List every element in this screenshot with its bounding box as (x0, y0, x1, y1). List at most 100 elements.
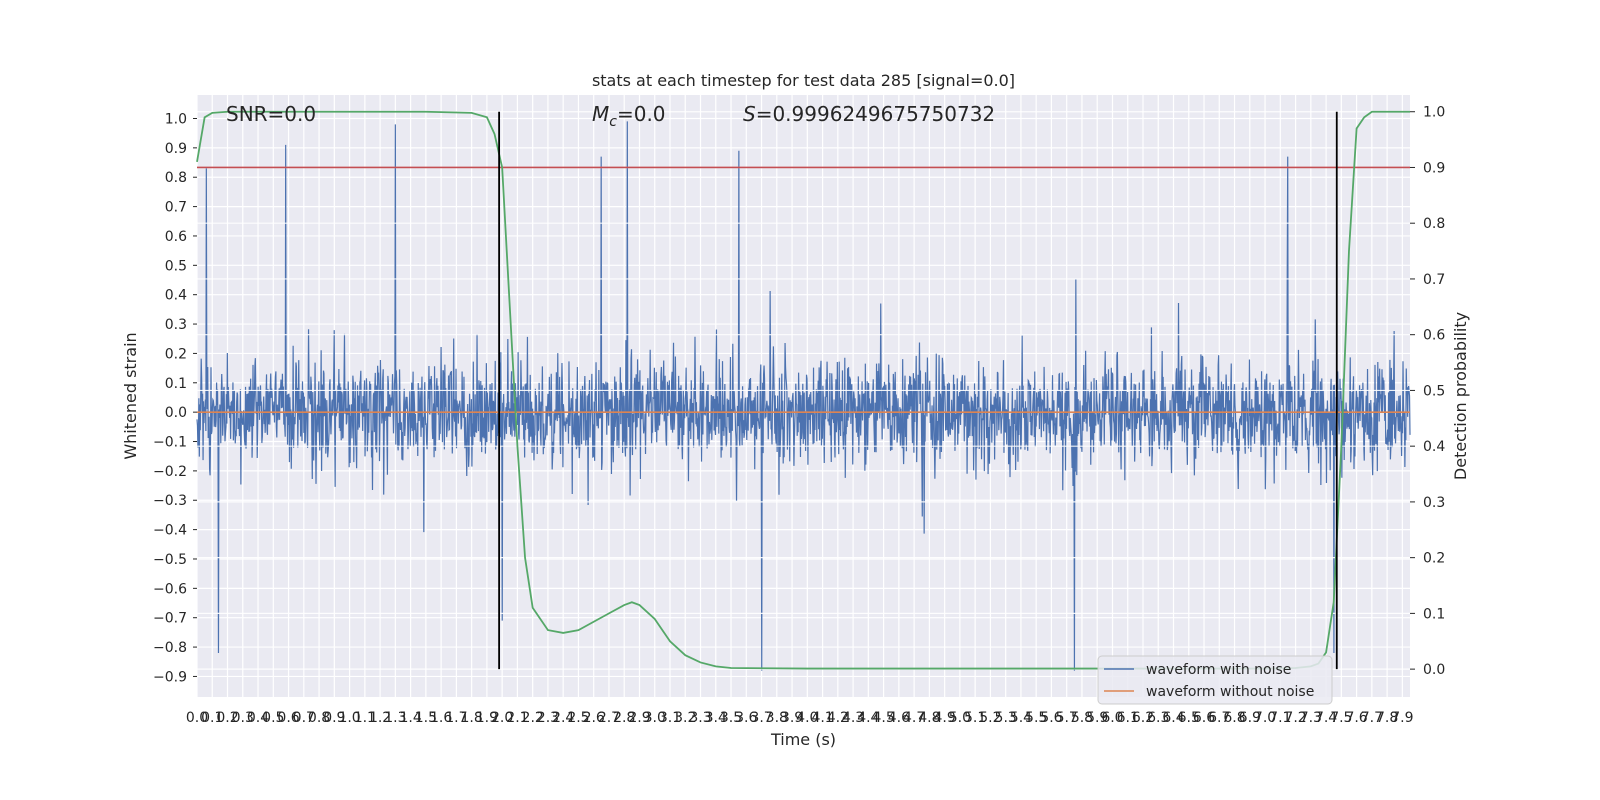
x-tick-label: 1.4 (399, 710, 421, 726)
series-detection-probability (196, 110, 1410, 670)
x-tick-label: 4.6 (888, 710, 910, 726)
y-tick-label: 0.4 (165, 288, 187, 304)
y-tick-label: 0.1 (165, 376, 187, 392)
chirp-mass-annotation: Mc=0.0 (592, 102, 666, 130)
x-tick-label: 5.7 (1056, 710, 1078, 726)
y-tick-label: 0.7 (165, 200, 187, 216)
x-tick-label: 3.4 (705, 710, 727, 726)
x-tick-label: 0.7 (293, 710, 315, 726)
x-tick-label: 0.0 (186, 710, 208, 726)
x-tick-label: 5.1 (964, 710, 986, 726)
x-tick-label: 4.9 (934, 710, 956, 726)
x-tick-label: 7.1 (1269, 710, 1291, 726)
y-tick-label: −0.4 (153, 523, 187, 539)
y-tick-label: −0.7 (153, 611, 187, 627)
y2-tick-label: 0.9 (1423, 160, 1445, 176)
x-tick-label: 4.3 (842, 710, 864, 726)
x-tick-label: 2.9 (628, 710, 650, 726)
x-tick-label: 1.9 (476, 710, 498, 726)
x-tick-label: 0.3 (232, 710, 254, 726)
x-tick-label: 1.2 (369, 710, 391, 726)
x-tick-label: 6.2 (1132, 710, 1154, 726)
y-axis-label: Whitened strain (121, 332, 140, 459)
y2-tick-label: 0.7 (1423, 272, 1445, 288)
y2-tick-label: 0.4 (1423, 439, 1445, 455)
y2-tick-label: 0.2 (1423, 551, 1445, 567)
x-tick-label: 0.8 (308, 710, 330, 726)
x-tick-label: 6.6 (1193, 710, 1215, 726)
mc-subscript: c (609, 114, 617, 130)
x-tick-label: 4.0 (796, 710, 818, 726)
x-tick-label: 3.2 (674, 710, 696, 726)
x-tick-label: 1.3 (384, 710, 406, 726)
y2-tick-label: 0.8 (1423, 216, 1445, 232)
mc-symbol: M (592, 102, 609, 126)
y-tick-label: 0.9 (165, 141, 187, 157)
y-tick-label: 0.6 (165, 229, 187, 245)
y-tick-label: −0.2 (153, 464, 187, 480)
y-tick-label: 0.5 (165, 258, 187, 274)
x-tick-label: 2.7 (598, 710, 620, 726)
x-tick-label: 6.1 (1117, 710, 1139, 726)
legend-label-with-noise: waveform with noise (1146, 662, 1291, 678)
x-tick-label: 4.7 (903, 710, 925, 726)
y-tick-label: −0.8 (153, 640, 187, 656)
x-tick-label: 5.8 (1071, 710, 1093, 726)
y2-tick-label: 0.6 (1423, 328, 1445, 344)
x-tick-label: 5.4 (1010, 710, 1032, 726)
x-axis-label: Time (s) (770, 730, 836, 749)
x-tick-label: 5.3 (995, 710, 1017, 726)
x-tick-label: 5.0 (949, 710, 971, 726)
x-tick-label: 7.5 (1330, 710, 1352, 726)
x-tick-label: 3.6 (735, 710, 757, 726)
x-tick-label: 2.3 (537, 710, 559, 726)
x-tick-label: 7.9 (1391, 710, 1413, 726)
x-tick-label: 5.9 (1086, 710, 1108, 726)
y2-tick-label: 1.0 (1423, 105, 1445, 121)
snr-annotation: SNR=0.0 (226, 102, 316, 126)
y-tick-label: −0.5 (153, 552, 187, 568)
x-tick-label: 6.7 (1208, 710, 1230, 726)
x-tick-label: 1.7 (445, 710, 467, 726)
x-tick-label: 3.5 (720, 710, 742, 726)
legend-label-without-noise: waveform without noise (1146, 684, 1314, 700)
x-tick-label: 6.9 (1239, 710, 1261, 726)
x-tick-label: 6.4 (1162, 710, 1184, 726)
y-tick-label: 0.2 (165, 346, 187, 362)
y-tick-label: 0.0 (165, 405, 187, 421)
y2-tick-label: 0.0 (1423, 662, 1445, 678)
overlay-layer (196, 110, 1410, 670)
s-symbol: S (743, 102, 756, 126)
y-tick-label: 0.3 (165, 317, 187, 333)
x-tick-label: 0.9 (323, 710, 345, 726)
x-tick-label: 2.8 (613, 710, 635, 726)
x-tick-label: 3.1 (659, 710, 681, 726)
x-tick-label: 2.6 (583, 710, 605, 726)
waveform-with-noise-layer (196, 121, 1411, 671)
legend: waveform with noise waveform without noi… (1097, 655, 1333, 705)
x-tick-label: 0.1 (201, 710, 223, 726)
tick-labels: 0.00.10.20.30.40.50.60.70.80.91.01.11.21… (153, 105, 1445, 726)
x-tick-label: 3.9 (781, 710, 803, 726)
x-tick-label: 1.5 (415, 710, 437, 726)
x-tick-label: 0.4 (247, 710, 269, 726)
y-tick-label: −0.6 (153, 581, 187, 597)
x-tick-label: 2.2 (522, 710, 544, 726)
series-waveform-with-noise (196, 121, 1411, 671)
x-tick-label: 2.5 (567, 710, 589, 726)
y-tick-label: −0.3 (153, 493, 187, 509)
x-tick-label: 0.5 (262, 710, 284, 726)
score-annotation: S=0.9996249675750732 (743, 102, 995, 126)
y-tick-label: −0.1 (153, 435, 187, 451)
x-tick-label: 2.1 (506, 710, 528, 726)
x-tick-label: 7.3 (1300, 710, 1322, 726)
legend-box (1097, 655, 1333, 705)
x-tick-label: 5.2 (979, 710, 1001, 726)
x-tick-label: 1.8 (461, 710, 483, 726)
x-tick-label: 6.8 (1223, 710, 1245, 726)
x-tick-label: 7.6 (1345, 710, 1367, 726)
x-tick-label: 0.2 (216, 710, 238, 726)
x-tick-label: 0.6 (277, 710, 299, 726)
y2-axis-label: Detection probability (1451, 312, 1470, 480)
